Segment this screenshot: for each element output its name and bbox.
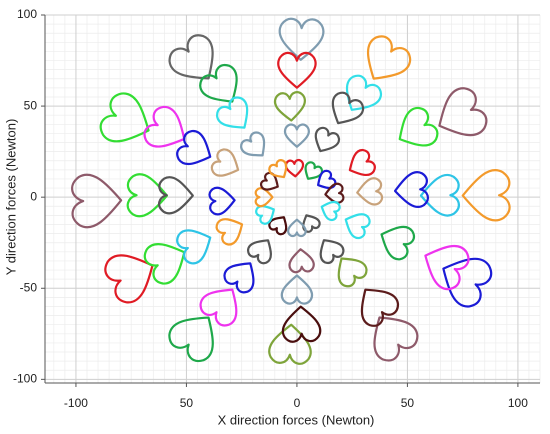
y-axis-title: Y direction forces (Newton) [3, 119, 18, 276]
axes: -100 50 0 50 100 100 50 0 -50 -100 [13, 7, 540, 410]
heart-point [421, 175, 459, 216]
heart-point [96, 89, 158, 153]
heart-point [269, 324, 312, 364]
heart-point [314, 234, 346, 266]
heart-point [428, 84, 490, 148]
heart-point [164, 30, 227, 92]
heart-point [274, 92, 306, 122]
heart-point [286, 160, 304, 177]
heart-point [341, 208, 372, 240]
heart-point [433, 246, 496, 311]
heart-point [318, 198, 341, 221]
x-axis-title: X direction forces (Newton) [218, 412, 375, 427]
x-tick-label: 0 [294, 396, 301, 410]
x-tick-label: 50 [180, 396, 194, 410]
heart-point [209, 187, 235, 215]
heart-point [245, 234, 278, 266]
heart-point [355, 32, 415, 91]
heart-point [279, 18, 324, 60]
heart-point [238, 130, 272, 164]
heart-point [213, 94, 257, 137]
heart-point [128, 174, 168, 217]
heart-point [282, 275, 312, 303]
heart-point [159, 177, 193, 214]
y-tick-label: 50 [24, 98, 38, 112]
y-tick-label: -50 [20, 280, 38, 294]
heart-point [337, 72, 385, 119]
heart-point [267, 158, 291, 182]
y-tick-label: 100 [17, 7, 37, 21]
heart-point [375, 219, 417, 262]
heart-point [278, 53, 315, 88]
heart-point [221, 254, 263, 295]
heart-point [288, 248, 314, 272]
heart-point [324, 90, 366, 131]
x-tick-label: 100 [508, 396, 528, 410]
heart-point [72, 174, 122, 227]
heart-point [310, 126, 342, 157]
heart-point [390, 104, 441, 156]
heart-point [463, 170, 510, 221]
heart-point [330, 250, 370, 290]
heart-point [416, 235, 472, 293]
x-tick-label: 50 [401, 396, 415, 410]
heart-point [350, 278, 402, 330]
heart-point [299, 211, 322, 233]
heart-point [209, 147, 243, 182]
heart-point [101, 243, 163, 307]
heart-point [314, 169, 337, 193]
heart-point [174, 128, 217, 173]
heart-point [394, 171, 429, 208]
y-tick-label: -100 [13, 372, 37, 386]
heart-point [141, 234, 193, 288]
heart-point [214, 212, 248, 247]
x-tick-label: -100 [64, 396, 88, 410]
y-tick-label: 0 [30, 189, 37, 203]
heart-point [164, 304, 227, 366]
grid [45, 14, 541, 383]
heart-point [288, 220, 306, 236]
heart-point [259, 171, 282, 194]
heart-point [196, 61, 248, 113]
heart-point [344, 148, 377, 182]
heart-point [361, 305, 423, 366]
heart-point [285, 125, 309, 147]
heart-point [282, 306, 321, 342]
heart-point [196, 279, 248, 330]
heart-point [174, 222, 217, 267]
heart-point [141, 103, 194, 157]
heart-point [356, 178, 382, 206]
marks [72, 18, 510, 366]
